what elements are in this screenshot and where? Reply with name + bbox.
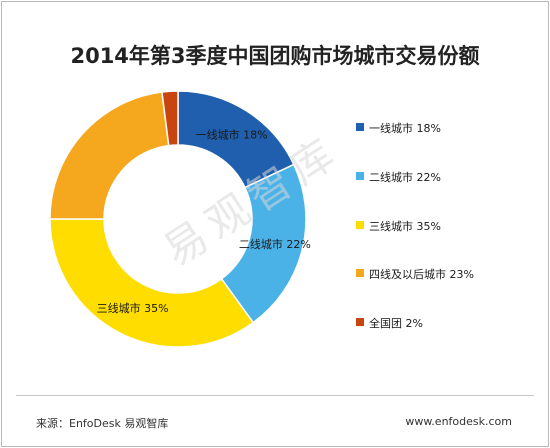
website-url: www.enfodesk.com [405,415,512,428]
slice-data-label: 二线城市 22% [239,237,311,251]
chart-title: 2014年第3季度中国团购市场城市交易份额 [70,44,480,68]
legend-swatch [356,318,364,326]
slice-data-label: 一线城市 18% [196,128,268,142]
legend-label: 全国团 2% [369,317,423,330]
legend-swatch [356,172,364,180]
slice-national [161,90,179,147]
legend-swatch [356,221,364,229]
slice-tier3 [49,218,255,348]
legend-label: 四线及以后城市 23% [369,268,474,281]
footer-divider [16,395,534,396]
legend-label: 二线城市 22% [369,171,441,184]
slice-data-label: 三线城市 35% [97,301,169,315]
slice-tier4-plus [49,91,170,220]
legend-swatch [356,269,364,277]
legend-label: 三线城市 35% [369,220,441,233]
legend-label: 一线城市 18% [369,122,441,135]
source-note: 来源：EnfoDesk 易观智库 [36,417,169,430]
legend-swatch [356,123,364,131]
